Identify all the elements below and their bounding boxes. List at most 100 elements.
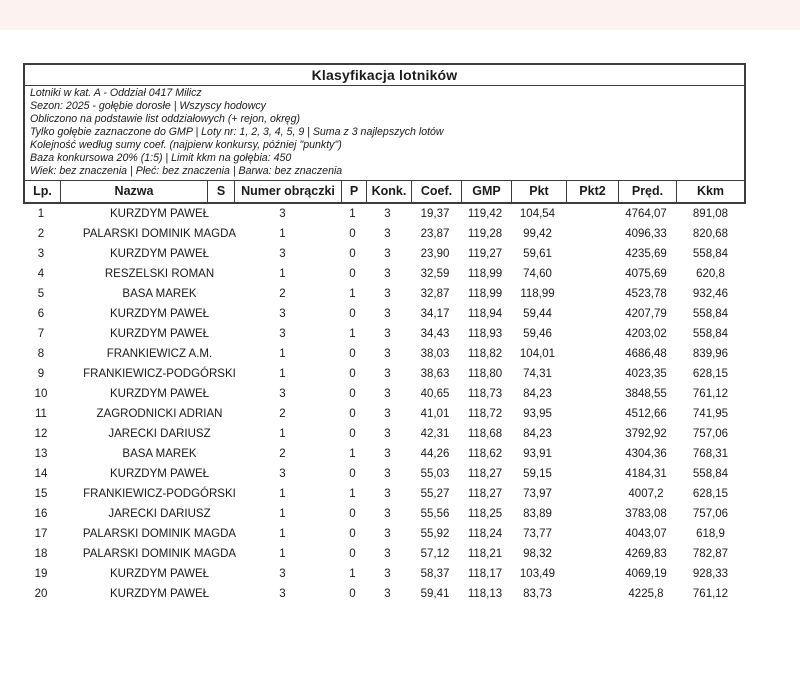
cell-pkt: 59,61 [523, 248, 552, 260]
cell-pred: 4203,02 [625, 328, 667, 340]
cell-pkt: 93,95 [523, 408, 552, 420]
column-header-kkm: Kkm [696, 184, 725, 198]
column-header-pred: Pręd. [619, 181, 677, 202]
cell-p: 1 [349, 568, 356, 580]
cell-pkt2 [565, 544, 617, 564]
cell-numer-obraczki [305, 284, 340, 304]
cell-konk: 3 [384, 508, 391, 520]
cell-coef: 55,27 [420, 488, 450, 500]
table-row: 10 KURZDYM PAWEŁ 3 0 3 40,65 118,73 84,23 3848,5… [23, 384, 746, 404]
cell-lp: 15 [34, 488, 48, 500]
column-header-lp: Lp. [25, 181, 61, 202]
cell-pred: 4512,66 [625, 408, 667, 420]
cell-pred: 4523,78 [625, 288, 667, 300]
cell-gmp: 118,27 [467, 488, 503, 500]
cell-nazwa: JARECKI DARIUSZ [108, 428, 211, 440]
cell-lp: 1 [37, 208, 45, 220]
cell-lp: 7 [37, 328, 45, 340]
cell-p: 1 [349, 288, 356, 300]
cell-kkm: 628,15 [692, 368, 729, 380]
cell-s: 2 [279, 408, 286, 420]
cell-pkt2 [565, 404, 617, 424]
cell-coef: 34,17 [420, 308, 450, 320]
cell-pkt: 59,15 [523, 468, 552, 480]
table-row: 7 KURZDYM PAWEŁ 3 1 3 34,43 118,93 59,46 4203,02… [23, 324, 746, 344]
cell-pkt: 104,54 [519, 208, 556, 220]
table-row: 14 KURZDYM PAWEŁ 3 0 3 55,03 118,27 59,15 4184,3… [23, 464, 746, 484]
cell-numer-obraczki [305, 424, 340, 444]
cell-gmp: 118,99 [467, 268, 503, 280]
cell-lp: 4 [37, 268, 45, 280]
cell-coef: 40,65 [420, 388, 450, 400]
cell-konk: 3 [384, 428, 391, 440]
cell-s: 3 [279, 388, 286, 400]
cell-pkt2 [565, 364, 617, 384]
report-title: Klasyfikacja lotników [25, 65, 744, 86]
cell-numer-obraczki [305, 304, 340, 324]
table-header-row: Lp. Nazwa S Numer obrączki P Konk. Coef. GMP Pkt… [25, 180, 744, 202]
cell-konk: 3 [384, 348, 391, 360]
cell-nazwa: JARECKI DARIUSZ [108, 508, 211, 520]
cell-pkt2 [565, 344, 617, 364]
table-row: 5 BASA MAREK 2 1 3 32,87 118,99 118,99 4523,78 93… [23, 284, 746, 304]
table-row: 2 PALARSKI DOMINIK MAGDA 1 0 3 23,87 119,28 99,… [23, 224, 746, 244]
cell-numer-obraczki [305, 464, 340, 484]
cell-coef: 23,87 [420, 228, 450, 240]
report-info-line: Obliczono na podstawie list oddziałowych… [30, 113, 300, 125]
cell-pred: 4007,2 [628, 488, 664, 500]
cell-nazwa: ZAGRODNICKI ADRIAN [96, 408, 223, 420]
cell-s: 2 [279, 288, 286, 300]
cell-gmp: 118,17 [467, 568, 503, 580]
cell-kkm: 620,8 [696, 268, 725, 280]
cell-s: 1 [279, 228, 286, 240]
cell-pkt: 98,32 [523, 548, 552, 560]
cell-gmp: 118,27 [467, 468, 503, 480]
cell-pkt2 [565, 264, 617, 284]
cell-pkt2 [565, 484, 617, 504]
cell-pkt: 74,60 [523, 268, 552, 280]
table-row: 13 BASA MAREK 2 1 3 44,26 118,62 93,91 4304,36 76… [23, 444, 746, 464]
cell-pred: 3783,08 [625, 508, 667, 520]
cell-pkt: 59,44 [523, 308, 552, 320]
cell-coef: 19,37 [420, 208, 450, 220]
column-header-konk: Konk. [367, 181, 412, 202]
cell-coef: 58,37 [420, 568, 450, 580]
cell-coef: 23,90 [420, 248, 450, 260]
cell-numer-obraczki [305, 344, 340, 364]
cell-s: 3 [279, 308, 286, 320]
cell-pred: 4686,48 [625, 348, 667, 360]
cell-konk: 3 [384, 308, 391, 320]
cell-pkt: 83,73 [523, 588, 552, 600]
cell-pred: 4235,69 [625, 248, 667, 260]
cell-lp: 20 [34, 588, 48, 600]
cell-gmp: 118,21 [467, 548, 503, 560]
cell-kkm: 761,12 [692, 588, 729, 600]
cell-numer-obraczki [305, 404, 340, 424]
cell-nazwa: KURZDYM PAWEŁ [109, 388, 210, 400]
cell-s: 1 [279, 368, 286, 380]
cell-pred: 4096,33 [625, 228, 667, 240]
table-row: 8 FRANKIEWICZ A.M. 1 0 3 38,03 118,82 104,01 468… [23, 344, 746, 364]
cell-kkm: 839,96 [692, 348, 729, 360]
cell-coef: 57,12 [420, 548, 450, 560]
cell-p: 0 [349, 268, 356, 280]
cell-nazwa: RESZELSKI ROMAN [104, 268, 215, 280]
cell-numer-obraczki [305, 504, 340, 524]
classification-report: Klasyfikacja lotników Lotniki w kat. A -… [23, 63, 746, 604]
cell-p: 0 [349, 228, 356, 240]
cell-gmp: 118,80 [467, 368, 503, 380]
cell-p: 0 [349, 588, 356, 600]
table-row: 16 JARECKI DARIUSZ 1 0 3 55,56 118,25 83,89 3783… [23, 504, 746, 524]
cell-numer-obraczki [305, 564, 340, 584]
cell-pred: 3792,92 [625, 428, 667, 440]
cell-pred: 4069,19 [625, 568, 667, 580]
cell-lp: 6 [37, 308, 45, 320]
report-info-block: Lotniki w kat. A - Oddział 0417 Milicz Se… [25, 86, 744, 180]
cell-coef: 55,03 [420, 468, 450, 480]
column-header-coef: Coef. [412, 181, 462, 202]
cell-pkt: 99,42 [523, 228, 552, 240]
cell-gmp: 118,68 [467, 428, 503, 440]
table-row: 11 ZAGRODNICKI ADRIAN 2 0 3 41,01 118,72 93,95 4… [23, 404, 746, 424]
cell-konk: 3 [384, 408, 391, 420]
cell-numer-obraczki [305, 544, 340, 564]
